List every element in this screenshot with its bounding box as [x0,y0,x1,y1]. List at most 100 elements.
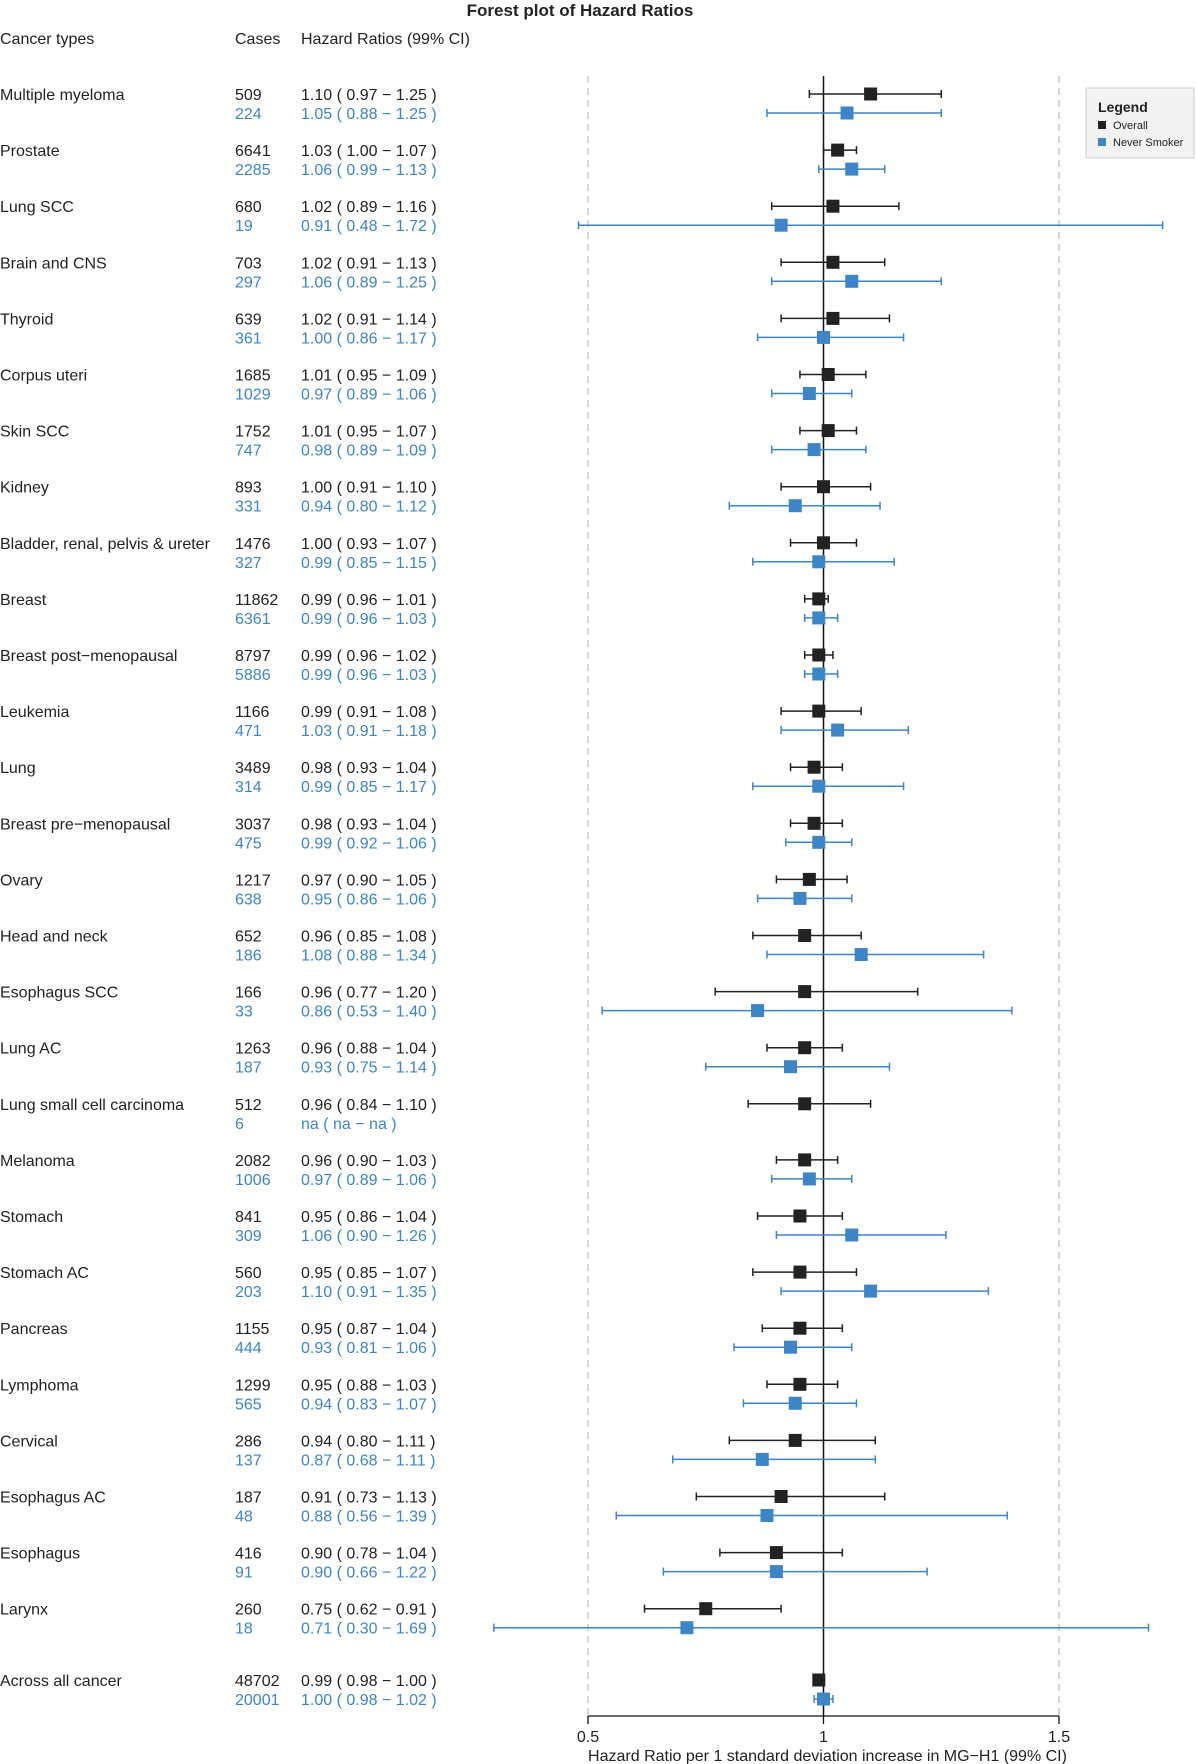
cancer-type-label: Esophagus SCC [0,985,118,1002]
hazard-ratio-text-overall: 1.01 ( 0.95 − 1.09 ) [301,368,437,385]
point-estimate-overall [821,368,835,381]
hazard-ratio-text-overall: 0.95 ( 0.85 − 1.07 ) [301,1265,437,1282]
point-estimate-overall [826,255,840,269]
cases-value-never: 19 [235,218,253,235]
cancer-type-label: Cervical [0,1433,58,1450]
forest-row: Lung SCC 680 1.02 ( 0.89 − 1.16 ) 19 0.91 ( … [0,199,1164,235]
cases-value-overall: 416 [235,1546,262,1563]
hazard-ratio-text-never: 0.91 ( 0.48 − 1.72 ) [301,218,437,235]
forest-row: Breast post−menopausal 8797 0.99 ( 0.96 − … [0,648,839,684]
hazard-ratio-text-never: 1.03 ( 0.91 − 1.18 ) [301,723,437,740]
hazard-ratio-text-overall: 1.03 ( 1.00 − 1.07 ) [301,143,437,160]
point-estimate-never [769,1565,783,1579]
cases-value-never: 186 [235,948,262,965]
cases-value-never: 48 [235,1509,253,1526]
hazard-ratio-text-never: 0.90 ( 0.66 − 1.22 ) [301,1565,437,1582]
cases-value-never: 6361 [235,611,271,628]
point-estimate-overall [699,1602,713,1616]
forest-row: Lung AC 1263 0.96 ( 0.88 − 1.04 ) 187 0.93 (… [0,1041,891,1077]
hazard-ratio-text-overall: 0.94 ( 0.80 − 1.11 ) [301,1433,435,1450]
point-estimate-never [812,611,826,625]
cases-value-overall: 1263 [235,1041,271,1058]
cases-value-never: 224 [235,106,262,123]
cancer-type-label: Stomach [0,1209,63,1226]
cases-value-overall: 1299 [235,1377,271,1394]
cases-value-overall: 509 [235,87,262,104]
cancer-type-label: Corpus uteri [0,368,87,385]
point-estimate-never [793,891,807,905]
chart-title: Forest plot of Hazard Ratios [467,1,694,20]
hazard-ratio-text-overall: 0.96 ( 0.88 − 1.04 ) [301,1041,437,1058]
cases-value-overall: 1166 [235,704,270,721]
point-estimate-overall [821,424,835,438]
cancer-type-label: Ovary [0,872,43,889]
cases-value-never: 297 [235,274,262,291]
point-estimate-overall [793,1321,807,1335]
point-estimate-overall [807,816,821,830]
cases-value-never: 314 [235,779,262,796]
cases-value-overall: 260 [235,1602,262,1619]
hazard-ratio-text-overall: 0.98 ( 0.93 − 1.04 ) [301,760,437,777]
cancer-type-label: Across all cancer [0,1673,122,1690]
hazard-ratio-text-overall: 0.91 ( 0.73 − 1.13 ) [301,1490,437,1507]
cases-value-never: 1029 [235,387,271,404]
cases-value-overall: 1752 [235,424,271,441]
cases-value-never: 327 [235,555,262,572]
hazard-ratio-text-overall: 1.10 ( 0.97 − 1.25 ) [301,87,437,104]
cancer-type-label: Lymphoma [0,1377,79,1394]
legend: Legend Overall Never Smoker [1085,87,1195,159]
point-estimate-never [831,723,845,737]
point-estimate-overall [864,87,878,101]
cases-value-overall: 48702 [235,1673,280,1690]
cases-value-never: 91 [235,1565,253,1582]
forest-row: Prostate 6641 1.03 ( 1.00 − 1.07 ) 2285 1.06… [0,143,886,179]
point-estimate-never [845,274,859,288]
point-estimate-never [774,218,788,232]
legend-swatch-overall [1098,121,1106,129]
cancer-type-label: Leukemia [0,704,69,721]
hazard-ratio-text-never: 0.94 ( 0.83 − 1.07 ) [301,1396,437,1413]
point-estimate-never [864,1284,878,1298]
point-estimate-never [788,1396,802,1410]
hazard-ratio-text-overall: 0.96 ( 0.85 − 1.08 ) [301,929,437,946]
hazard-ratio-text-overall: 1.01 ( 0.95 − 1.07 ) [301,424,437,441]
cases-value-never: 18 [235,1621,253,1638]
hazard-ratio-text-never: 1.06 ( 0.90 − 1.26 ) [301,1228,437,1245]
forest-row: Stomach 841 0.95 ( 0.86 − 1.04 ) 309 1.06 ( … [0,1209,947,1245]
point-estimate-overall [831,143,845,157]
point-estimate-overall [807,760,821,774]
hazard-ratio-text-overall: 0.96 ( 0.90 − 1.03 ) [301,1153,437,1170]
cases-value-overall: 8797 [235,648,271,665]
hazard-ratio-text-never: 0.99 ( 0.85 − 1.15 ) [301,555,437,572]
hazard-ratio-text-overall: 0.96 ( 0.84 − 1.10 ) [301,1097,437,1114]
point-estimate-never [755,1452,769,1466]
cases-value-never: 6 [235,1116,244,1133]
hazard-ratio-text-never: 1.06 ( 0.99 − 1.13 ) [301,162,437,179]
forest-row: Thyroid 639 1.02 ( 0.91 − 1.14 ) 361 1.00 ( … [0,311,905,347]
forest-row: Head and neck 652 0.96 ( 0.85 − 1.08 ) 186 1… [0,929,985,965]
cases-value-never: 444 [235,1340,262,1357]
point-estimate-never [817,330,830,344]
point-estimate-never [807,443,821,457]
x-tick-label: 0.5 [577,1729,599,1746]
point-estimate-overall [812,648,826,662]
x-tick-label: 1 [819,1729,828,1746]
cases-value-overall: 3037 [235,816,271,833]
x-tick-label: 1.5 [1048,1729,1070,1746]
cancer-type-label: Breast post−menopausal [0,648,177,665]
hazard-ratio-text-never: 0.99 ( 0.96 − 1.03 ) [301,611,437,628]
cases-value-overall: 512 [235,1097,262,1114]
cases-value-never: 309 [235,1228,262,1245]
point-estimate-overall [793,1377,807,1391]
hazard-ratio-text-never: 1.08 ( 0.88 − 1.34 ) [301,948,437,965]
cases-value-overall: 187 [235,1490,262,1507]
point-estimate-never [845,1228,859,1242]
hazard-ratio-text-never: 0.94 ( 0.80 − 1.12 ) [301,499,437,516]
hazard-ratio-text-overall: 0.97 ( 0.90 − 1.05 ) [301,872,437,889]
cases-value-never: 747 [235,443,262,460]
point-estimate-overall [812,704,826,718]
hazard-ratio-text-never: 1.00 ( 0.86 − 1.17 ) [301,330,437,347]
point-estimate-never [840,106,854,120]
hazard-ratio-text-never: 0.86 ( 0.53 − 1.40 ) [301,1004,437,1021]
